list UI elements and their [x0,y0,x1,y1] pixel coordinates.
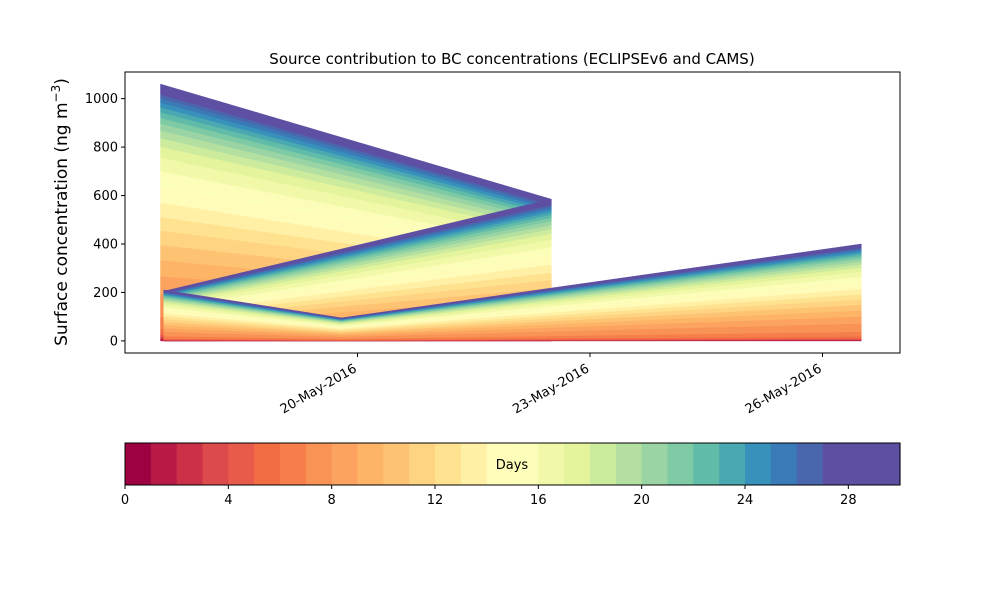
chart-title: Source contribution to BC concentrations… [269,50,754,68]
x-tick-label: 26-May-2016 [743,361,825,417]
colorbar-swatch [305,443,333,485]
y-axis: 0 200 400 600 800 1000 [85,92,125,349]
colorbar-label: Days [496,458,529,473]
y-tick-label: 200 [93,286,118,301]
y-tick-label: 600 [93,189,118,204]
colorbar-tick-label: 20 [633,493,650,508]
y-tick-label: 1000 [85,92,118,107]
x-tick-label: 23-May-2016 [510,361,592,417]
x-tick-label: 20-May-2016 [278,361,360,417]
y-tick-label: 800 [93,141,118,156]
colorbar-swatch [409,443,436,485]
colorbar-swatch [693,443,720,485]
stacked-area-layers [160,83,862,342]
colorbar-swatch [590,443,617,485]
colorbar-tick-label: 28 [840,493,857,508]
colorbar-tick-label: 12 [427,493,444,508]
y-tick-label: 400 [93,237,118,252]
colorbar-swatch [125,443,152,485]
colorbar-swatch [254,443,281,485]
colorbar-swatch [822,443,849,485]
colorbar-swatch [564,443,591,485]
colorbar-swatch [874,443,901,485]
colorbar-swatch [641,443,669,485]
colorbar-swatch [538,443,565,485]
colorbar-swatch [176,443,204,485]
colorbar-swatch [615,443,643,485]
colorbar-swatch [331,443,359,485]
colorbar-swatch [280,443,307,485]
colorbar-swatch [460,443,488,485]
colorbar-tick-label: 24 [737,493,754,508]
colorbar-tick-label: 8 [328,493,336,508]
colorbar-tick-label: 16 [530,493,547,508]
colorbar-swatch [848,443,875,485]
colorbar-swatch [150,443,178,485]
x-axis: 20-May-2016 23-May-2016 26-May-2016 [278,353,825,417]
colorbar-swatch [745,443,772,485]
colorbar-swatch [383,443,410,485]
colorbar-swatch [796,443,824,485]
colorbar-swatch [435,443,462,485]
colorbar-swatch [512,443,539,485]
colorbar-swatch [770,443,798,485]
colorbar-frame [124,442,901,486]
colorbar-swatch [202,443,229,485]
colorbar-swatch [486,443,514,485]
y-axis-label: Surface concentration (ng m−3) [49,78,72,346]
colorbar-tick-label: 0 [121,493,129,508]
y-tick-label: 0 [110,334,118,349]
plot-frame [124,71,901,354]
colorbar-swatch [719,443,746,485]
colorbar-tick-label: 4 [224,493,232,508]
colorbar-swatch [667,443,694,485]
colorbar-axis: 0 4 8 12 16 20 24 28 [121,485,857,508]
area-layer-seg3-day29 [341,243,862,319]
colorbar-swatch [228,443,255,485]
colorbar-swatch [357,443,384,485]
colorbar [125,443,901,485]
